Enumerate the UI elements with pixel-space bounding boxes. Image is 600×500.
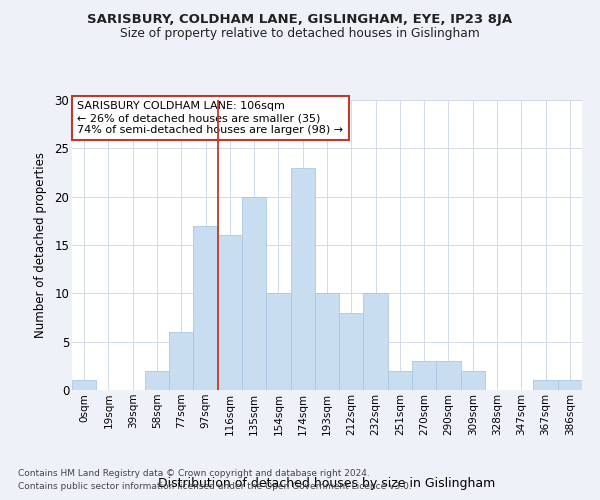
Bar (436, 361, 461, 390)
Bar (145, 370, 169, 390)
Bar (558, 380, 582, 390)
Text: SARISBURY, COLDHAM LANE, GISLINGHAM, EYE, IP23 8JA: SARISBURY, COLDHAM LANE, GISLINGHAM, EYE… (88, 12, 512, 26)
Bar (266, 294, 290, 390)
Bar (339, 312, 364, 390)
Bar (364, 294, 388, 390)
Bar (315, 294, 339, 390)
Bar (169, 332, 193, 390)
Text: Contains public sector information licensed under the Open Government Licence v3: Contains public sector information licen… (18, 482, 412, 491)
Text: Size of property relative to detached houses in Gislingham: Size of property relative to detached ho… (120, 28, 480, 40)
Bar (218, 236, 242, 390)
Y-axis label: Number of detached properties: Number of detached properties (34, 152, 47, 338)
Bar (242, 196, 266, 390)
X-axis label: Distribution of detached houses by size in Gislingham: Distribution of detached houses by size … (158, 476, 496, 490)
Bar (290, 168, 315, 390)
Bar (388, 370, 412, 390)
Text: Contains HM Land Registry data © Crown copyright and database right 2024.: Contains HM Land Registry data © Crown c… (18, 468, 370, 477)
Bar (193, 226, 218, 390)
Text: SARISBURY COLDHAM LANE: 106sqm
← 26% of detached houses are smaller (35)
74% of : SARISBURY COLDHAM LANE: 106sqm ← 26% of … (77, 102, 343, 134)
Bar (412, 361, 436, 390)
Bar (461, 370, 485, 390)
Bar (72, 380, 96, 390)
Bar (533, 380, 558, 390)
